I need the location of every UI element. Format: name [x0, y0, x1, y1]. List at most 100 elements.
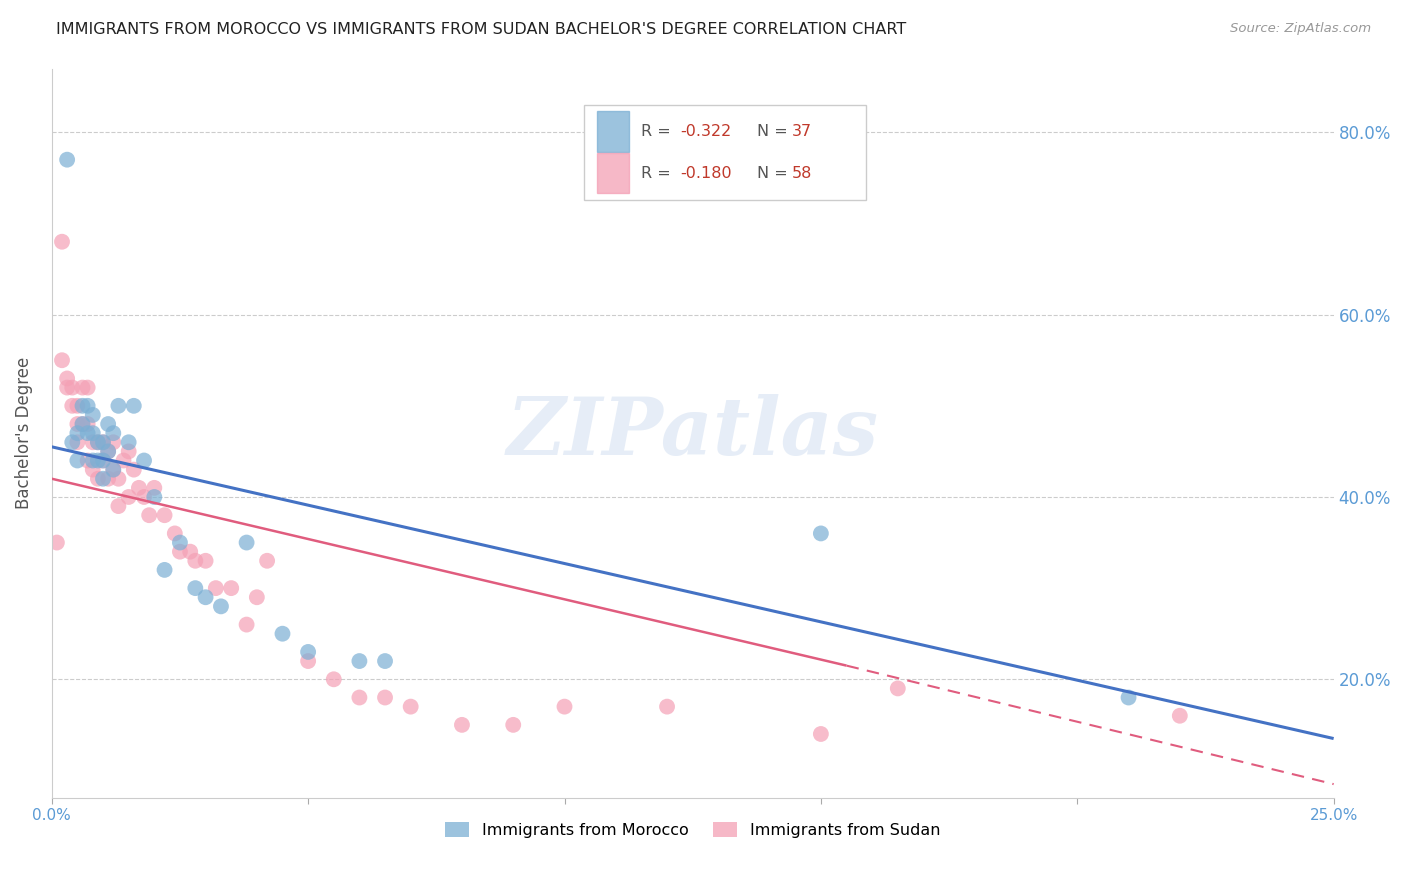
Point — [112, 453, 135, 467]
Point — [179, 544, 201, 558]
Text: ZIPatlas: ZIPatlas — [506, 394, 879, 472]
Point — [72, 417, 94, 431]
Point — [66, 417, 89, 431]
Text: 58: 58 — [792, 166, 811, 181]
Point — [118, 444, 141, 458]
Point — [107, 472, 129, 486]
Point — [246, 591, 269, 605]
Point — [553, 699, 575, 714]
Point — [205, 581, 228, 595]
Point — [122, 462, 145, 476]
Point — [66, 426, 89, 441]
Point — [66, 453, 89, 467]
Point — [97, 417, 120, 431]
Text: IMMIGRANTS FROM MOROCCO VS IMMIGRANTS FROM SUDAN BACHELOR'S DEGREE CORRELATION C: IMMIGRANTS FROM MOROCCO VS IMMIGRANTS FR… — [56, 22, 907, 37]
Point — [82, 426, 104, 441]
Text: N =: N = — [756, 166, 793, 181]
Point — [1168, 708, 1191, 723]
Point — [219, 581, 242, 595]
Text: N =: N = — [756, 124, 793, 139]
Text: -0.322: -0.322 — [681, 124, 731, 139]
Point — [45, 535, 67, 549]
Text: R =: R = — [641, 124, 676, 139]
Point — [374, 654, 396, 668]
Point — [194, 591, 217, 605]
Point — [91, 472, 114, 486]
Point — [349, 654, 371, 668]
Point — [502, 718, 524, 732]
Point — [97, 444, 120, 458]
Point — [82, 462, 104, 476]
Point — [194, 554, 217, 568]
Point — [91, 435, 114, 450]
Point — [399, 699, 422, 714]
Point — [72, 399, 94, 413]
Point — [97, 444, 120, 458]
Point — [451, 718, 474, 732]
Point — [82, 435, 104, 450]
Point — [72, 417, 94, 431]
Point — [60, 435, 83, 450]
Point — [51, 235, 73, 249]
Point — [655, 699, 678, 714]
Legend: Immigrants from Morocco, Immigrants from Sudan: Immigrants from Morocco, Immigrants from… — [439, 816, 946, 845]
Point — [235, 535, 257, 549]
FancyBboxPatch shape — [583, 105, 866, 200]
Point — [60, 399, 83, 413]
Point — [91, 435, 114, 450]
Point — [87, 435, 110, 450]
Point — [209, 599, 232, 614]
Point — [122, 399, 145, 413]
Point — [103, 462, 125, 476]
Point — [169, 535, 191, 549]
Point — [72, 381, 94, 395]
Point — [60, 381, 83, 395]
Point — [143, 490, 166, 504]
Point — [103, 426, 125, 441]
Point — [153, 563, 176, 577]
Point — [297, 654, 319, 668]
Point — [91, 453, 114, 467]
Point — [56, 381, 79, 395]
Point — [56, 153, 79, 167]
Text: 37: 37 — [792, 124, 811, 139]
Point — [103, 462, 125, 476]
Point — [374, 690, 396, 705]
Point — [169, 544, 191, 558]
Point — [118, 490, 141, 504]
Point — [87, 435, 110, 450]
Point — [56, 371, 79, 385]
Point — [143, 481, 166, 495]
Point — [103, 435, 125, 450]
Point — [66, 435, 89, 450]
Point — [138, 508, 160, 523]
Point — [349, 690, 371, 705]
Point — [76, 426, 98, 441]
Point — [107, 499, 129, 513]
Point — [163, 526, 186, 541]
Y-axis label: Bachelor's Degree: Bachelor's Degree — [15, 357, 32, 509]
Point — [153, 508, 176, 523]
Point — [128, 481, 150, 495]
Text: -0.180: -0.180 — [681, 166, 731, 181]
Point — [1118, 690, 1140, 705]
Point — [87, 472, 110, 486]
Point — [132, 490, 155, 504]
Point — [76, 453, 98, 467]
Point — [82, 408, 104, 422]
Point — [810, 526, 832, 541]
Point — [51, 353, 73, 368]
Text: R =: R = — [641, 166, 676, 181]
Point — [235, 617, 257, 632]
Point — [256, 554, 278, 568]
Point — [76, 381, 98, 395]
Point — [810, 727, 832, 741]
Point — [66, 399, 89, 413]
Point — [118, 435, 141, 450]
Point — [271, 626, 294, 640]
Point — [184, 554, 207, 568]
Point — [87, 453, 110, 467]
Point — [132, 453, 155, 467]
Point — [97, 472, 120, 486]
Point — [91, 453, 114, 467]
